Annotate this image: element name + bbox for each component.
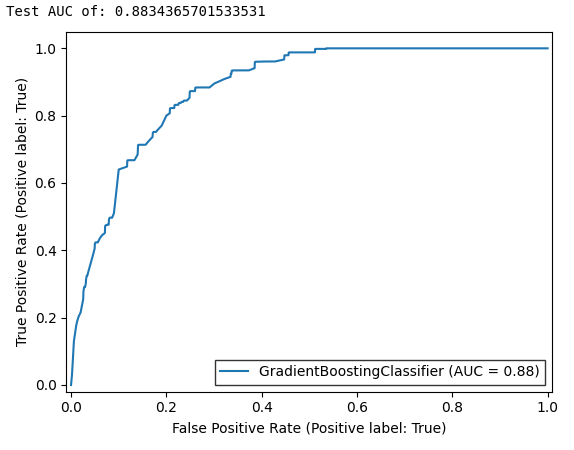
GradientBoostingClassifier (AUC = 0.88) <box>286 50 293 55</box>
Y-axis label: True Positive Rate (Positive label: True): True Positive Rate (Positive label: True… <box>15 77 29 346</box>
GradientBoostingClassifier (AUC = 0.88) <box>530 45 537 51</box>
GradientBoostingClassifier (AUC = 0.88) <box>68 382 75 388</box>
GradientBoostingClassifier (AUC = 0.88) <box>443 45 450 51</box>
GradientBoostingClassifier (AUC = 0.88) <box>92 240 99 246</box>
Legend: GradientBoostingClassifier (AUC = 0.88): GradientBoostingClassifier (AUC = 0.88) <box>215 360 545 385</box>
GradientBoostingClassifier (AUC = 0.88) <box>299 50 306 55</box>
X-axis label: False Positive Rate (Positive label: True): False Positive Rate (Positive label: Tru… <box>172 421 447 435</box>
Text: Test AUC of: 0.8834365701533531: Test AUC of: 0.8834365701533531 <box>6 4 265 18</box>
Line: GradientBoostingClassifier (AUC = 0.88): GradientBoostingClassifier (AUC = 0.88) <box>71 48 548 385</box>
GradientBoostingClassifier (AUC = 0.88) <box>323 45 330 51</box>
GradientBoostingClassifier (AUC = 0.88) <box>544 45 551 51</box>
GradientBoostingClassifier (AUC = 0.88) <box>530 45 537 51</box>
